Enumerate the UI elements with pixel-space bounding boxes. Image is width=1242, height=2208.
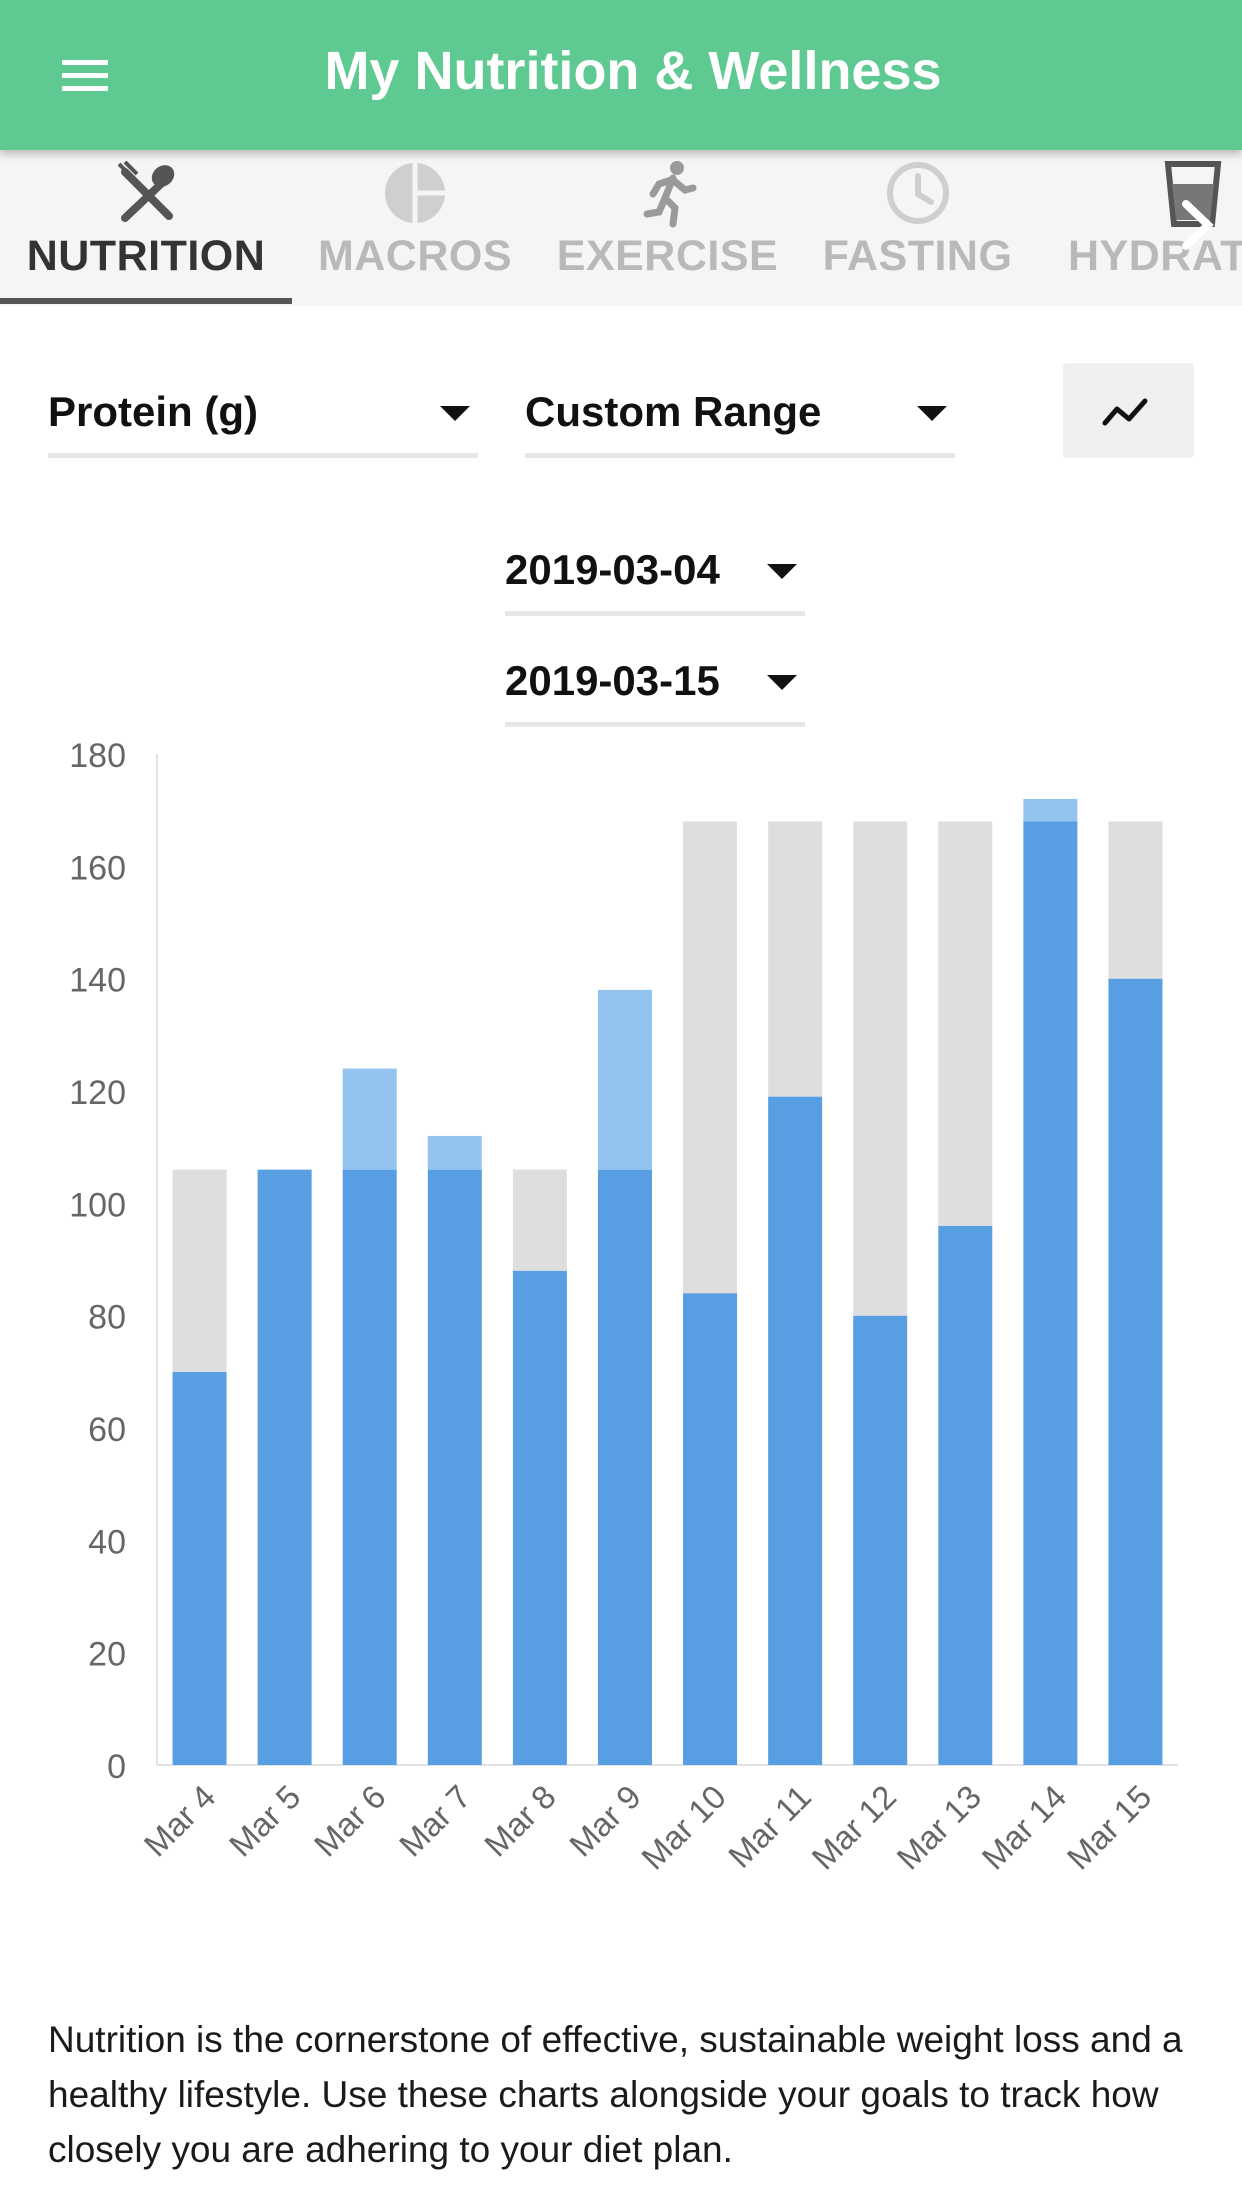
- start-date-value: 2019-03-04: [505, 546, 720, 593]
- tab-label: FASTING: [822, 232, 1013, 280]
- y-tick-label: 100: [69, 1186, 126, 1224]
- caret-down-icon: [917, 406, 947, 421]
- y-tick-label: 120: [69, 1074, 126, 1112]
- intake-bar: [512, 1270, 567, 1765]
- clock-icon: [886, 162, 949, 224]
- excess-intake-bar: [427, 1135, 482, 1170]
- tab-label: NUTRITION: [26, 232, 266, 280]
- chart-type-toggle[interactable]: [1063, 363, 1194, 458]
- y-tick-label: 160: [69, 849, 126, 887]
- y-tick-label: 140: [69, 962, 126, 1000]
- range-select[interactable]: Custom Range: [525, 360, 955, 458]
- x-tick-label: Mar 14: [975, 1778, 1074, 1877]
- caret-down-icon: [767, 564, 797, 579]
- x-tick-label: Mar 8: [477, 1778, 563, 1864]
- tab-label: EXERCISE: [556, 232, 779, 280]
- y-tick-label: 60: [88, 1411, 126, 1449]
- intake-bar: [853, 1315, 908, 1765]
- y-tick-label: 40: [88, 1523, 126, 1561]
- excess-intake-bar: [342, 1068, 397, 1170]
- intake-bar: [597, 1169, 652, 1765]
- x-tick-label: Mar 15: [1060, 1778, 1159, 1877]
- tab-exercise[interactable]: EXERCISE: [555, 150, 780, 306]
- tab-label: HYDRATION: [1068, 232, 1242, 280]
- remaining-goal-bar: [172, 1169, 227, 1372]
- intake-bar: [1108, 978, 1163, 1765]
- excess-intake-bar: [597, 989, 652, 1170]
- x-tick-label: Mar 4: [137, 1778, 223, 1864]
- tab-nutrition[interactable]: NUTRITION: [0, 150, 292, 306]
- x-tick-label: Mar 6: [307, 1778, 393, 1864]
- line-chart-icon: [1102, 398, 1148, 426]
- x-tick-label: Mar 7: [392, 1778, 478, 1864]
- tab-bar: NUTRITION MACROS EXERCISE FASTING: [0, 150, 1242, 306]
- tab-macros[interactable]: MACROS: [300, 150, 530, 306]
- remaining-goal-bar: [683, 821, 738, 1294]
- fork-spoon-icon: [117, 160, 175, 222]
- remaining-goal-bar: [853, 821, 908, 1316]
- excess-intake-bar: [1023, 798, 1078, 822]
- app-title: My Nutrition & Wellness: [324, 41, 942, 101]
- metric-select-value: Protein (g): [48, 388, 258, 435]
- caret-down-icon: [767, 675, 797, 690]
- intake-bar: [342, 1169, 397, 1765]
- x-tick-label: Mar 12: [804, 1778, 903, 1877]
- caret-down-icon: [440, 406, 470, 421]
- end-date-select[interactable]: 2019-03-15: [505, 629, 805, 727]
- description-text: Nutrition is the cornerstone of effectiv…: [48, 2019, 1183, 2170]
- pie-chart-icon: [385, 163, 445, 223]
- y-tick-label: 80: [88, 1299, 126, 1337]
- remaining-goal-bar: [1108, 821, 1163, 979]
- x-tick-label: Mar 13: [889, 1778, 988, 1877]
- hamburger-menu-icon[interactable]: [50, 52, 120, 98]
- start-date-select[interactable]: 2019-03-04: [505, 518, 805, 616]
- y-tick-label: 20: [88, 1636, 126, 1674]
- range-select-value: Custom Range: [525, 388, 822, 435]
- x-tick-label: Mar 5: [222, 1778, 308, 1864]
- x-tick-label: Mar 11: [721, 1778, 818, 1875]
- intake-bar: [768, 1096, 823, 1765]
- intake-bar: [257, 1169, 312, 1765]
- app-bar: My Nutrition & Wellness: [0, 0, 1242, 150]
- y-tick-label: 180: [69, 737, 126, 775]
- remaining-goal-bar: [938, 821, 993, 1226]
- active-tab-indicator: [0, 298, 292, 304]
- running-person-icon: [643, 161, 696, 228]
- x-tick-label: Mar 10: [634, 1778, 733, 1877]
- intake-bar: [427, 1169, 482, 1765]
- intake-bar: [172, 1371, 227, 1765]
- metric-select[interactable]: Protein (g): [48, 360, 478, 458]
- remaining-goal-bar: [512, 1169, 567, 1271]
- y-tick-label: 0: [107, 1748, 126, 1786]
- intake-bar: [1023, 821, 1078, 1765]
- end-date-value: 2019-03-15: [505, 657, 720, 704]
- intake-bar: [683, 1293, 738, 1765]
- intake-bar: [938, 1225, 993, 1765]
- tab-fasting[interactable]: FASTING: [805, 150, 1030, 306]
- chevron-right-icon[interactable]: [1168, 180, 1228, 270]
- remaining-goal-bar: [768, 821, 823, 1097]
- tab-label: MACROS: [317, 232, 513, 280]
